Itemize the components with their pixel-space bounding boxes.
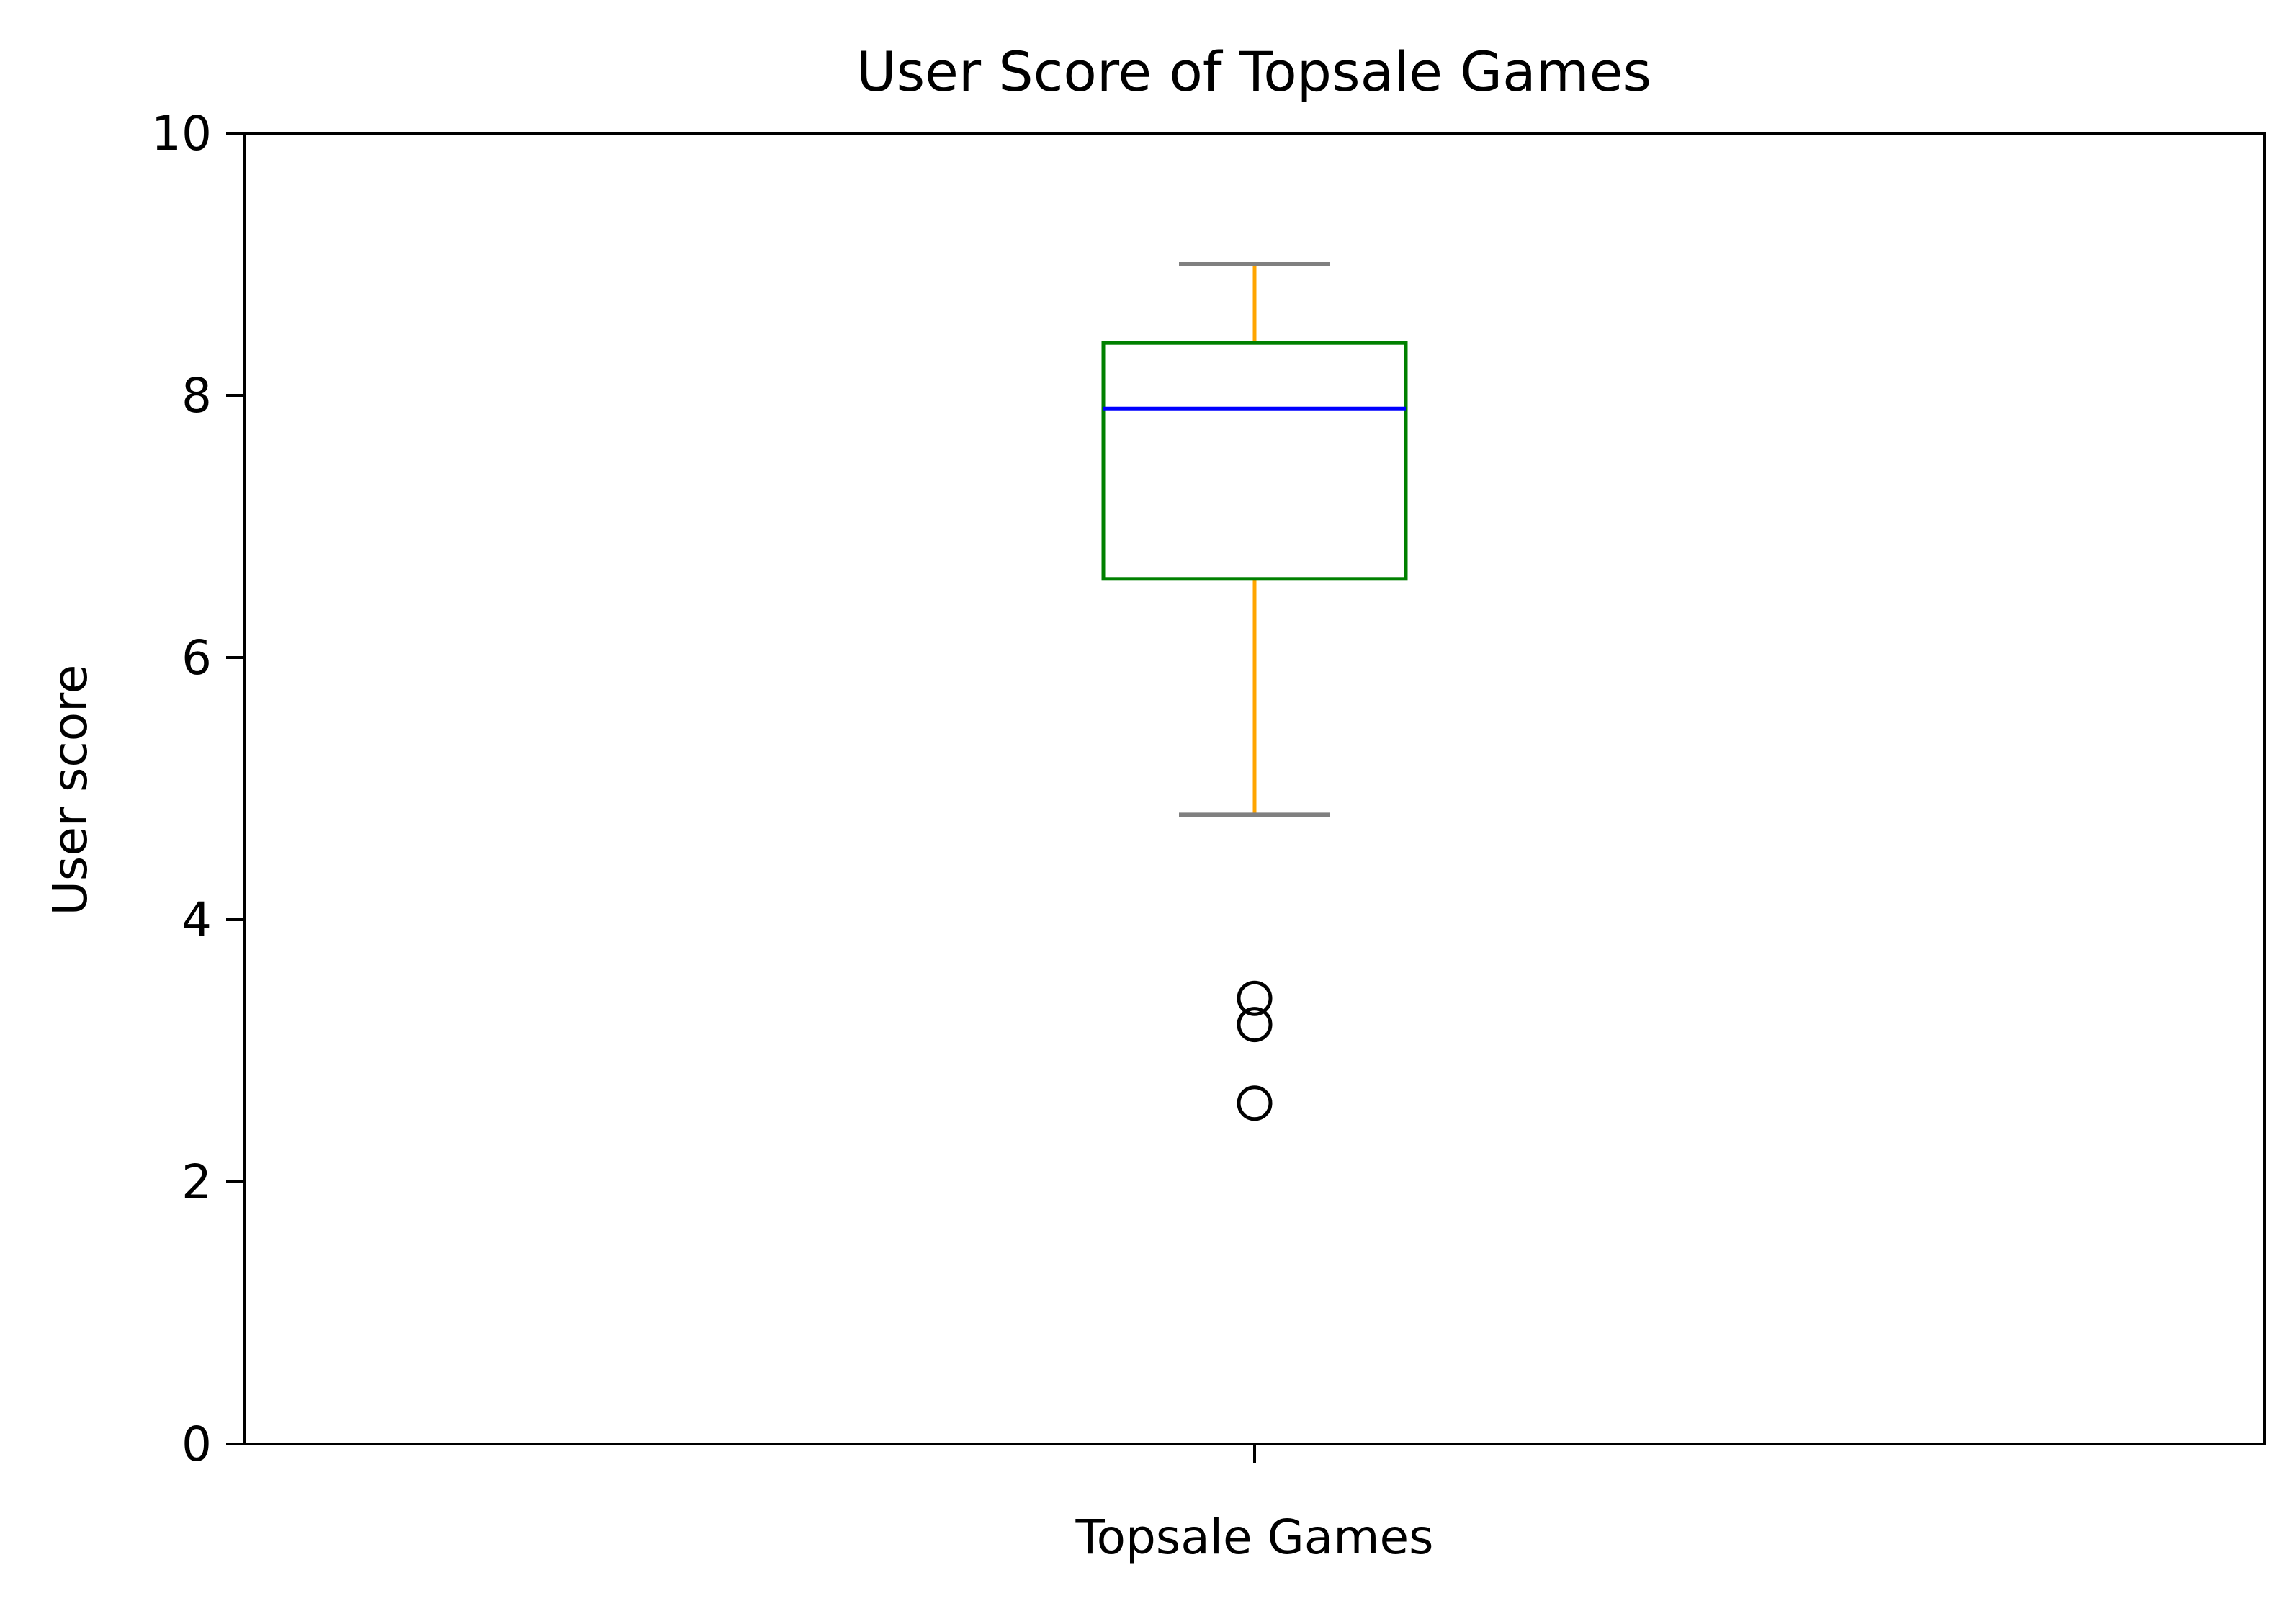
outlier-point [1237, 1007, 1273, 1043]
y-tick-label: 4 [181, 892, 212, 948]
y-tick-label: 6 [181, 630, 212, 686]
outlier-point [1237, 1085, 1273, 1121]
y-tick-label: 2 [181, 1154, 212, 1210]
y-tick-label: 0 [181, 1417, 212, 1472]
axes-frame [243, 132, 2266, 1445]
y-tick-label: 10 [151, 106, 212, 161]
plot-area: Topsale Games 0 2 4 6 8 10 [151, 106, 2266, 1565]
outlier-point [1237, 980, 1273, 1016]
chart-title: User Score of Topsale Games [856, 40, 1651, 104]
x-tick-label: Topsale Games [1075, 1509, 1434, 1565]
y-axis-label: User score [42, 665, 98, 916]
box-iqr [1101, 341, 1408, 581]
y-tick-label: 8 [181, 368, 212, 423]
